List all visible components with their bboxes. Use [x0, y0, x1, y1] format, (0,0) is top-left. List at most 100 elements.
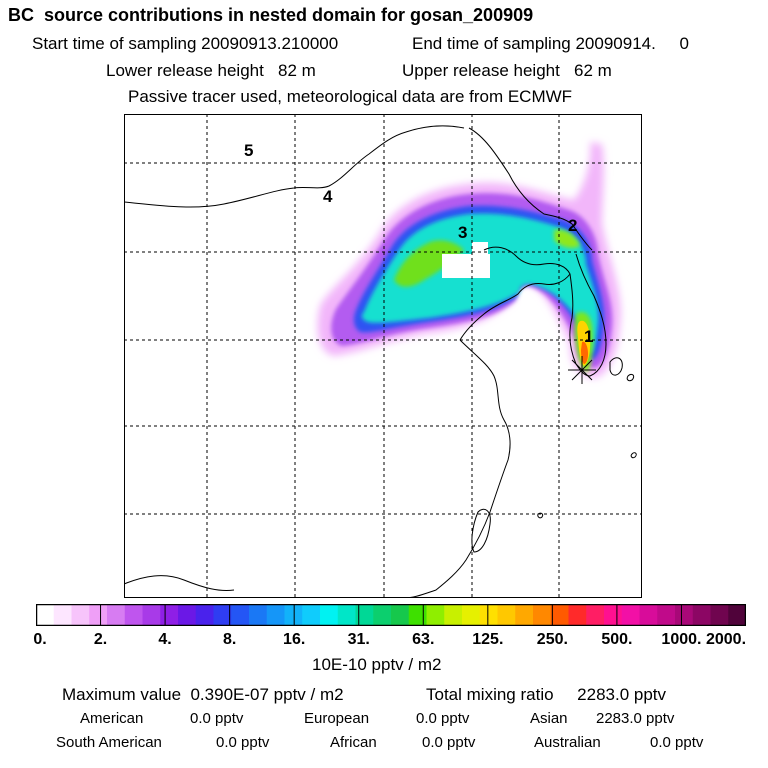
upper-release-height: Upper release height 62 m	[402, 61, 612, 80]
colorbar-cell	[195, 604, 214, 626]
total-mixing-ratio: Total mixing ratio 2283.0 pptv	[426, 685, 667, 704]
colorbar-cell	[53, 604, 72, 626]
colorbar-cell	[408, 604, 427, 626]
colorbar-cell	[373, 604, 392, 626]
region-label-3: 3	[458, 223, 467, 242]
colorbar-cell	[320, 604, 339, 626]
colorbar-cell	[107, 604, 126, 626]
american-label: American	[80, 710, 144, 727]
lower-release-height: Lower release height 82 m	[106, 61, 316, 80]
tracer-note: Passive tracer used, meteorological data…	[128, 87, 573, 106]
colorbar-cell	[160, 604, 179, 626]
colorbar-tick-label: 4.	[158, 631, 172, 648]
colorbar-cell	[89, 604, 108, 626]
region-label-2: 2	[568, 216, 577, 235]
colorbar-frame	[36, 604, 746, 626]
colorbar-cell	[479, 604, 498, 626]
colorbar-cell	[462, 604, 481, 626]
plume-green-east	[554, 229, 580, 248]
colorbar-cell	[391, 604, 410, 626]
colorbar-tick-label: 500.	[601, 631, 633, 648]
colorbar-cell	[675, 604, 694, 626]
coastlines	[124, 125, 637, 598]
colorbar-cell	[284, 604, 303, 626]
colorbar-cell	[71, 604, 90, 626]
colorbar-cell	[337, 604, 356, 626]
plume-korea-orange	[581, 341, 588, 364]
colorbar-cell	[515, 604, 534, 626]
mongolia-border	[124, 125, 465, 208]
australian-label: Australian	[534, 734, 601, 751]
island-b	[626, 373, 635, 382]
european-label: European	[304, 710, 370, 727]
colorbar-cell	[178, 604, 197, 626]
south-border	[124, 575, 235, 591]
colorbar-cell	[444, 604, 463, 626]
colorbar-cell	[36, 604, 55, 626]
release-site-star	[568, 356, 596, 384]
colorbar-cell	[142, 604, 161, 626]
map-title: BC source contributions in nested domain…	[8, 5, 534, 25]
colorbar-tick-label: 16.	[283, 631, 306, 648]
colorbar-tick-label: 2.	[93, 631, 108, 648]
african-label: African	[330, 734, 377, 751]
island-a	[537, 512, 544, 519]
colorbar-cell	[355, 604, 374, 626]
australian-value: 0.0 pptv	[650, 734, 704, 751]
map-frame	[124, 114, 642, 598]
colorbar-tick-label: 0.	[33, 631, 47, 648]
colorbar-tick-label: 8.	[222, 631, 237, 648]
colorbar-tick-label: 31.	[347, 631, 370, 648]
colorbar-cell	[124, 604, 143, 626]
asian-label: Asian	[530, 710, 568, 727]
sampling-end: End time of sampling 20090914. 0	[412, 34, 689, 53]
colorbar-cell	[550, 604, 569, 626]
region-label-5: 5	[244, 141, 253, 160]
colorbar-cell	[568, 604, 587, 626]
plume-contours	[317, 142, 621, 378]
colorbar-unit: 10E-10 pptv / m2	[312, 655, 442, 674]
colorbar-cell	[621, 604, 640, 626]
colorbar-cell	[728, 604, 746, 626]
taiwan	[471, 508, 491, 553]
source-contribution-map: 1 2 3 4 5	[124, 114, 642, 598]
colorbar-cell	[692, 604, 711, 626]
colorbar-cell	[249, 604, 268, 626]
lat-lon-grid	[124, 114, 642, 598]
colorbar-tick-label: 63.	[412, 631, 435, 648]
european-value: 0.0 pptv	[416, 710, 470, 727]
colorbar-cell	[710, 604, 729, 626]
african-value: 0.0 pptv	[422, 734, 476, 751]
colorbar-tick-label: 1000.	[661, 631, 702, 648]
colorbar-cells	[36, 604, 746, 626]
colorbar-cell	[497, 604, 516, 626]
colorbar	[36, 604, 746, 626]
colorbar-cell	[657, 604, 676, 626]
south-american-label: South American	[56, 734, 162, 751]
american-value: 0.0 pptv	[190, 710, 244, 727]
colorbar-cell	[604, 604, 623, 626]
colorbar-cell	[426, 604, 445, 626]
china-east-coast	[403, 339, 511, 598]
colorbar-cell	[213, 604, 232, 626]
colorbar-cell	[302, 604, 321, 626]
japan-kyushu	[609, 357, 623, 376]
south-american-value: 0.0 pptv	[216, 734, 270, 751]
max-value: Maximum value 0.390E-07 pptv / m2	[62, 685, 344, 704]
colorbar-cell	[533, 604, 552, 626]
colorbar-cell	[639, 604, 658, 626]
colorbar-cell	[586, 604, 605, 626]
colorbar-tick-label: 250.	[536, 631, 568, 648]
korea-coast	[569, 253, 607, 377]
colorbar-cell	[231, 604, 250, 626]
colorbar-tick-label: 2000.	[705, 631, 747, 648]
sampling-start: Start time of sampling 20090913.210000	[32, 34, 339, 53]
region-label-4: 4	[323, 187, 333, 206]
island-c	[630, 452, 637, 459]
manchuria-border	[468, 127, 593, 251]
bohai-coast	[459, 246, 571, 341]
colorbar-tick-label: 125.	[472, 631, 504, 648]
plume-green	[394, 240, 464, 287]
colorbar-cell	[266, 604, 285, 626]
plume-gap	[442, 254, 490, 278]
